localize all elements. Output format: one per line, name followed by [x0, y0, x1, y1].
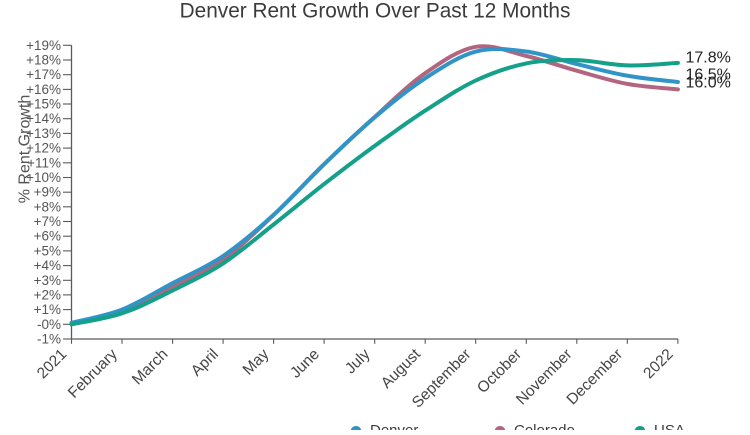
svg-text:16.0%: 16.0%: [686, 74, 731, 91]
svg-text:-1%: -1%: [37, 332, 61, 347]
svg-text:+9%: +9%: [34, 185, 61, 200]
svg-text:+6%: +6%: [34, 229, 61, 244]
svg-text:+2%: +2%: [34, 287, 61, 302]
svg-text:% Rent Growth: % Rent Growth: [17, 95, 34, 203]
svg-text:+3%: +3%: [34, 273, 61, 288]
svg-text:+1%: +1%: [34, 302, 61, 317]
svg-text:+13%: +13%: [26, 126, 61, 141]
svg-text:Denver Rent Growth Over Past 1: Denver Rent Growth Over Past 12 Months: [180, 0, 571, 23]
svg-text:+4%: +4%: [34, 258, 61, 273]
svg-text:-0%: -0%: [37, 317, 61, 332]
svg-text:17.8%: 17.8%: [686, 50, 731, 67]
svg-text:+19%: +19%: [26, 38, 61, 53]
svg-text:+12%: +12%: [26, 141, 61, 156]
svg-text:+15%: +15%: [26, 97, 61, 112]
svg-text:USA: USA: [654, 422, 685, 430]
svg-text:Denver: Denver: [370, 422, 418, 430]
svg-text:+17%: +17%: [26, 67, 61, 82]
svg-text:+14%: +14%: [26, 111, 61, 126]
svg-text:+16%: +16%: [26, 82, 61, 97]
svg-text:+11%: +11%: [27, 155, 61, 170]
svg-text:+18%: +18%: [26, 53, 61, 68]
svg-text:Colorado: Colorado: [514, 422, 575, 430]
svg-text:+10%: +10%: [26, 170, 61, 185]
svg-text:+5%: +5%: [34, 243, 61, 258]
svg-text:16.5%: 16.5%: [686, 67, 731, 84]
svg-text:+8%: +8%: [34, 199, 61, 214]
svg-text:+7%: +7%: [34, 214, 61, 229]
